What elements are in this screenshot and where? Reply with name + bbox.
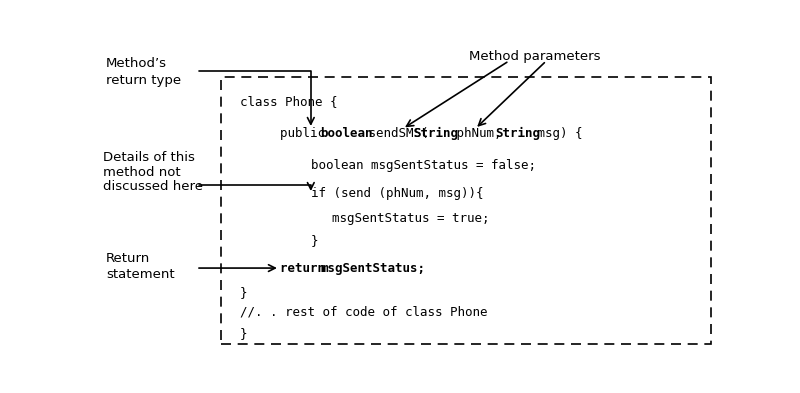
Text: Method’s: Method’s: [106, 57, 167, 70]
Text: return: return: [280, 262, 332, 275]
Text: if (send (phNum, msg)){: if (send (phNum, msg)){: [310, 187, 483, 200]
Text: class Phone {: class Phone {: [239, 95, 337, 108]
Text: Return: Return: [106, 252, 150, 266]
Text: }: }: [239, 327, 247, 340]
Text: sendSMS(: sendSMS(: [362, 127, 429, 140]
Text: String: String: [414, 127, 458, 140]
Text: String: String: [495, 127, 540, 140]
Text: }: }: [239, 286, 247, 299]
Text: Method parameters: Method parameters: [469, 50, 600, 63]
Text: }: }: [310, 234, 318, 247]
Text: statement: statement: [106, 268, 175, 281]
Text: msg) {: msg) {: [530, 127, 582, 140]
Text: boolean: boolean: [321, 127, 373, 140]
Text: discussed here: discussed here: [103, 180, 203, 193]
Text: //. . rest of code of class Phone: //. . rest of code of class Phone: [239, 305, 487, 318]
Text: msgSentStatus = true;: msgSentStatus = true;: [333, 212, 490, 225]
Text: phNum,: phNum,: [449, 127, 509, 140]
Text: boolean msgSentStatus = false;: boolean msgSentStatus = false;: [310, 159, 536, 172]
Text: public: public: [280, 127, 332, 140]
Text: Details of this: Details of this: [103, 151, 195, 164]
Text: return type: return type: [106, 74, 182, 87]
Text: method not: method not: [103, 165, 181, 179]
Text: msgSentStatus;: msgSentStatus;: [321, 262, 426, 275]
